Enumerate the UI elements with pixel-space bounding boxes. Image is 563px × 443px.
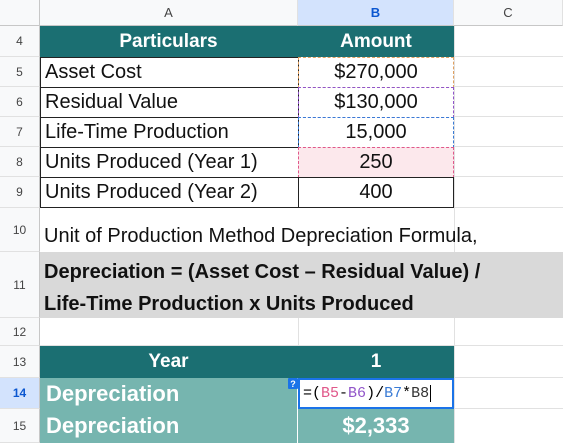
row-header-14[interactable]: 14: [0, 378, 40, 409]
year-value-header[interactable]: 1: [298, 346, 454, 378]
row-header-15[interactable]: 15: [0, 409, 40, 443]
formula-ref-b7: B7: [384, 385, 403, 402]
formula-line-1: Depreciation = (Asset Cost – Residual Va…: [44, 261, 481, 283]
grid-line: [454, 26, 455, 443]
row-header-5[interactable]: 5: [0, 57, 40, 87]
lifetime-production-label[interactable]: Life-Time Production: [40, 117, 299, 148]
row-header-10[interactable]: 10: [0, 208, 40, 252]
residual-value-label[interactable]: Residual Value: [40, 87, 299, 118]
units-year2-label[interactable]: Units Produced (Year 2): [40, 177, 299, 208]
asset-cost-label[interactable]: Asset Cost: [40, 57, 299, 88]
depreciation-label-row15[interactable]: Depreciation: [40, 409, 298, 443]
grid-line: [454, 408, 563, 409]
grid-line: [454, 116, 563, 117]
text-cursor: [430, 385, 432, 402]
row-header-7[interactable]: 7: [0, 117, 40, 147]
formula-editor[interactable]: =(B5- B6)/B7 * B8: [300, 380, 452, 407]
active-formula-cell[interactable]: =(B5- B6)/B7 * B8: [298, 378, 454, 409]
row-header-11[interactable]: 11: [0, 252, 40, 318]
asset-cost-value[interactable]: $270,000: [298, 57, 454, 88]
grid-line: [454, 56, 563, 57]
lifetime-production-value[interactable]: 15,000: [298, 117, 454, 148]
depreciation-label-row14[interactable]: Depreciation: [40, 378, 298, 409]
method-description[interactable]: Unit of Production Method Depreciation F…: [44, 224, 478, 247]
grid-line: [454, 176, 563, 177]
year-header[interactable]: Year: [40, 346, 298, 378]
formula-ref-b6: B6: [348, 385, 367, 402]
formula-multiply: *: [402, 385, 412, 402]
formula-divide: )/: [366, 385, 385, 402]
row-header-4[interactable]: 4: [0, 26, 40, 57]
row-header-12[interactable]: 12: [0, 318, 40, 346]
column-header-c[interactable]: C: [454, 0, 563, 26]
depreciation-value-row15[interactable]: $2,333: [298, 409, 454, 443]
grid-line: [454, 146, 563, 147]
formula-ref-b5: B5: [321, 385, 340, 402]
formula-help-icon[interactable]: ?: [288, 378, 298, 389]
row-header-8[interactable]: 8: [0, 147, 40, 177]
units-year2-value[interactable]: 400: [298, 177, 454, 208]
units-year1-value[interactable]: 250: [298, 147, 454, 178]
grid-line: [298, 318, 299, 346]
row-header-6[interactable]: 6: [0, 87, 40, 117]
column-header-b[interactable]: B: [298, 0, 454, 26]
formula-minus: -: [339, 385, 349, 402]
formula-ref-b8: B8: [411, 385, 430, 402]
grid-line: [454, 86, 563, 87]
row-header-9[interactable]: 9: [0, 177, 40, 208]
grid-line: [40, 345, 563, 346]
column-header-a[interactable]: A: [40, 0, 298, 26]
formula-explanation[interactable]: Depreciation = (Asset Cost – Residual Va…: [40, 252, 563, 318]
units-year1-label[interactable]: Units Produced (Year 1): [40, 147, 299, 178]
formula-prefix: =(: [303, 385, 322, 402]
grid-line: [454, 377, 563, 378]
select-all-corner[interactable]: [0, 0, 40, 26]
amount-header[interactable]: Amount: [298, 26, 454, 57]
residual-value-value[interactable]: $130,000: [298, 87, 454, 118]
particulars-header[interactable]: Particulars: [40, 26, 298, 57]
row-header-13[interactable]: 13: [0, 346, 40, 378]
formula-line-2: Life-Time Production x Units Produced: [44, 293, 414, 315]
